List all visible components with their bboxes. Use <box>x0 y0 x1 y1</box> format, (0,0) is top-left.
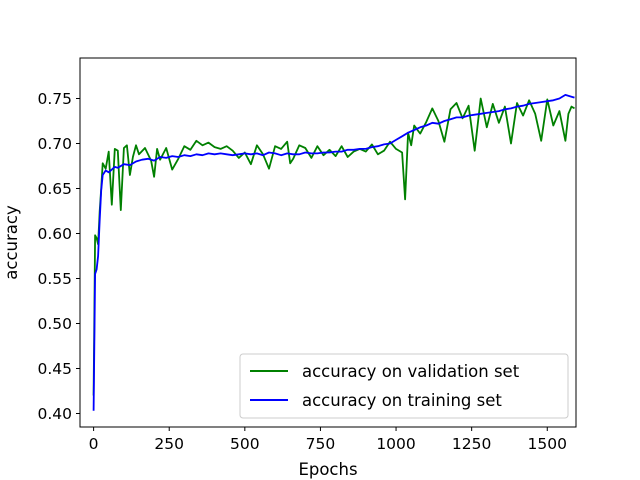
series-layer <box>92 94 575 411</box>
x-tick-label: 250 <box>154 435 184 453</box>
y-tick-label: 0.70 <box>37 135 72 153</box>
y-tick-label: 0.45 <box>37 360 72 378</box>
legend-box <box>239 353 569 419</box>
y-tick-label: 0.75 <box>37 90 72 108</box>
y-axis-label: accuracy <box>2 205 21 280</box>
y-tick-label: 0.50 <box>37 315 72 333</box>
series-line-training <box>92 94 575 411</box>
y-tick-label: 0.55 <box>37 270 72 288</box>
x-tick-label: 1250 <box>452 435 491 453</box>
y-tick-label: 0.60 <box>37 225 72 243</box>
x-tick-label: 750 <box>306 435 336 453</box>
legend: accuracy on validation set accuracy on t… <box>239 353 569 419</box>
plot-frame <box>79 57 577 428</box>
x-tick-label: 500 <box>230 435 260 453</box>
y-tick-label: 0.40 <box>37 405 72 423</box>
ticks-layer: 0 250 500 750 1000 1250 1500 0.40 0.45 0.50 0.55 0.… <box>37 90 567 453</box>
x-tick-label: 1000 <box>376 435 415 453</box>
legend-label-training: accuracy on training set <box>302 391 502 410</box>
y-tick-label: 0.65 <box>37 180 72 198</box>
series-line-validation <box>92 97 575 396</box>
x-tick-label: 0 <box>89 435 99 453</box>
x-tick-label: 1500 <box>528 435 567 453</box>
x-axis-label: Epochs <box>298 460 357 479</box>
legend-label-validation: accuracy on validation set <box>302 362 520 381</box>
